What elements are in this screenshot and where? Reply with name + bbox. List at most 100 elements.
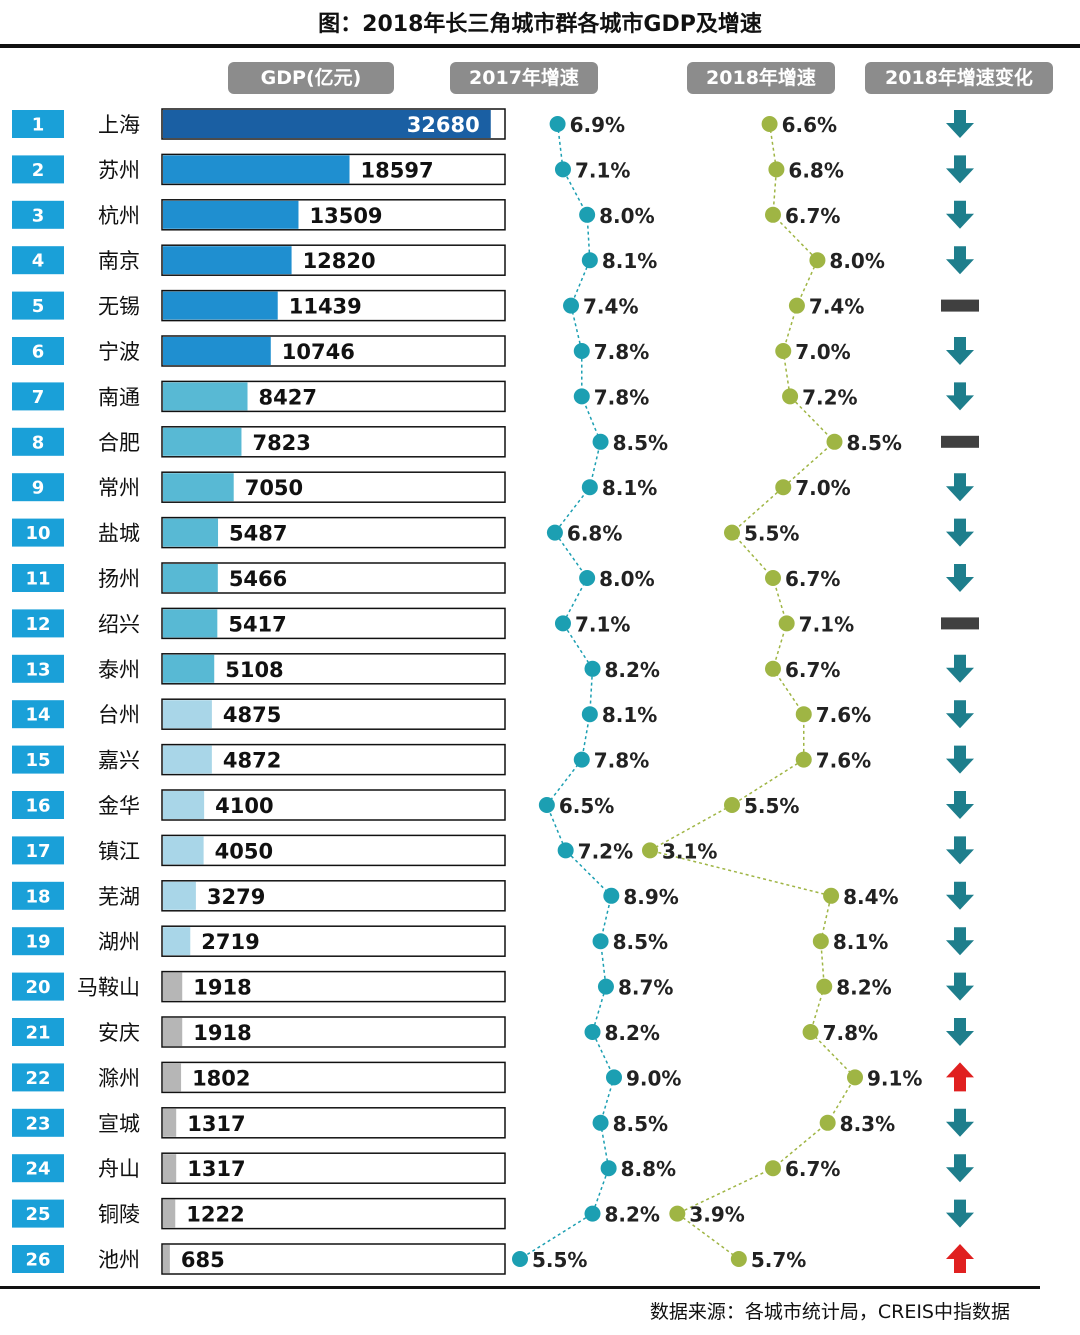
gdp-bar — [163, 473, 234, 502]
gdp-value-label: 10746 — [282, 340, 355, 364]
city-name: 泰州 — [98, 658, 140, 682]
gdp-bar-frame — [161, 607, 506, 640]
gdp-bar — [163, 927, 191, 956]
growth-2018-point — [765, 570, 781, 586]
gdp-bar — [163, 1108, 177, 1137]
rank-box — [12, 200, 64, 229]
gdp-bar — [163, 518, 219, 547]
gdp-bar-frame — [161, 834, 506, 867]
city-name: 马鞍山 — [77, 976, 140, 1000]
growth-2018-point — [761, 116, 778, 132]
gdp-bar — [163, 1018, 183, 1046]
arrow-down-icon — [946, 1199, 974, 1228]
growth-2017-label: 7.8% — [594, 385, 649, 409]
city-name: 南京 — [98, 249, 140, 273]
city-name: 常州 — [98, 476, 140, 500]
city-name: 金华 — [98, 794, 140, 818]
growth-2017-point — [592, 1114, 609, 1131]
arrow-down-icon — [946, 200, 974, 229]
arrow-down-icon — [946, 745, 974, 774]
growth-2018-point — [826, 433, 843, 450]
gdp-bar — [163, 200, 299, 229]
gdp-bar — [163, 246, 292, 275]
rank-box — [12, 155, 64, 184]
gdp-value-label: 7823 — [252, 431, 310, 455]
gdp-value-label: 8427 — [259, 385, 317, 409]
growth-2018-point — [788, 297, 805, 314]
city-name: 扬州 — [98, 567, 140, 591]
gdp-value-label: 4100 — [215, 794, 273, 818]
growth-2018-point — [642, 842, 658, 859]
growth-2017-point — [597, 978, 614, 995]
growth-2018-point — [802, 1024, 819, 1040]
growth-2017-point — [554, 161, 571, 178]
gdp-value-label: 5108 — [225, 658, 283, 682]
growth-2018-label: 7.1% — [799, 612, 854, 636]
city-name: 杭州 — [98, 204, 140, 228]
rank-number: 13 — [25, 659, 50, 680]
arrow-down-icon — [946, 927, 974, 956]
arrow-down-icon — [946, 564, 974, 592]
growth-2018-label: 7.0% — [795, 340, 850, 364]
rank-number: 24 — [25, 1159, 50, 1180]
growth-2018-label: 8.0% — [829, 249, 884, 273]
rank-box — [12, 1199, 64, 1228]
growth-2017-label: 5.5% — [532, 1248, 587, 1272]
rank-box — [12, 700, 64, 729]
gdp-value-label: 3279 — [207, 885, 265, 909]
gdp-bar-frame — [161, 1061, 506, 1094]
rank-number: 22 — [25, 1068, 50, 1089]
growth-2017-point — [563, 297, 580, 314]
growth-2018-label: 3.1% — [662, 839, 717, 863]
arrow-down-icon — [946, 518, 974, 547]
growth-2018-point — [816, 978, 833, 995]
growth-2017-point — [603, 887, 620, 904]
gdp-bar-frame — [161, 516, 506, 549]
growth-2018-label: 7.6% — [816, 749, 871, 773]
arrow-up-icon — [946, 1244, 974, 1273]
growth-2018-label: 7.4% — [809, 295, 864, 319]
gdp-bar-frame — [161, 880, 506, 912]
rank-number: 11 — [25, 569, 50, 590]
gdp-bar — [163, 609, 218, 638]
rank-box — [12, 1154, 64, 1183]
gdp-value-label: 1222 — [186, 1203, 244, 1227]
arrow-down-icon — [946, 110, 974, 138]
growth-2018-point — [768, 161, 785, 178]
arrow-down-icon — [946, 382, 974, 411]
growth-2018-label: 5.7% — [751, 1248, 806, 1272]
gdp-bar — [163, 654, 215, 683]
growth-2017-label: 7.8% — [594, 340, 649, 364]
growth-2017-point — [592, 433, 609, 450]
growth-2018-point — [724, 524, 740, 541]
growth-2018-label: 7.2% — [802, 385, 857, 409]
rank-box — [12, 564, 64, 592]
rank-number: 8 — [32, 432, 45, 453]
arrow-down-icon — [946, 337, 974, 365]
gdp-bar-frame — [161, 789, 506, 821]
growth-2017-label: 8.2% — [605, 658, 660, 682]
growth-2018-point — [847, 1069, 863, 1086]
rank-box — [12, 337, 64, 365]
gdp-bar-frame — [161, 1152, 506, 1184]
city-name: 嘉兴 — [98, 749, 140, 773]
growth-2017-label: 7.1% — [575, 158, 630, 182]
growth-2017-point — [573, 751, 590, 768]
gdp-value-label: 1802 — [192, 1066, 250, 1090]
rank-box — [12, 427, 64, 456]
rank-box — [12, 473, 64, 502]
growth-2017-point — [579, 206, 596, 223]
gdp-value-label: 4872 — [223, 749, 281, 773]
city-name: 合肥 — [98, 431, 140, 455]
growth-2018-point — [775, 479, 792, 496]
rank-number: 17 — [25, 841, 50, 862]
gdp-value-label: 2719 — [201, 930, 259, 954]
growth-2017-label: 8.1% — [602, 476, 657, 500]
gdp-bar-frame — [161, 1197, 506, 1230]
gdp-value-label: 7050 — [245, 476, 303, 500]
rank-box — [12, 745, 64, 774]
growth-2017-label: 8.9% — [623, 885, 678, 909]
growth-2018-label: 3.9% — [689, 1203, 744, 1227]
gdp-value-label: 32680 — [407, 113, 480, 137]
growth-2018-point — [765, 660, 781, 677]
